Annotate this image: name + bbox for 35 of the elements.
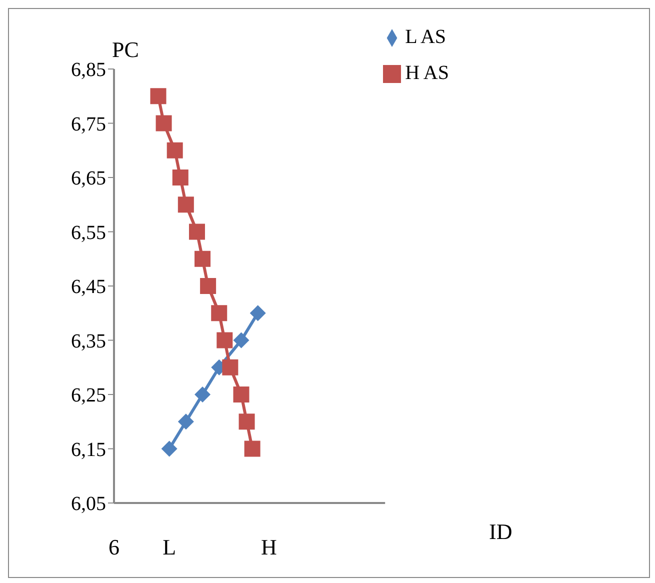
- x-tick-label: H: [260, 534, 277, 560]
- y-tick-label: 6,35: [71, 330, 106, 352]
- point: [194, 386, 211, 402]
- point: [156, 115, 172, 132]
- y-tick-label: 6,55: [71, 222, 106, 244]
- point: [233, 386, 250, 402]
- point: [244, 440, 260, 457]
- y-tick-label: 6,15: [71, 438, 106, 461]
- point: [233, 332, 250, 348]
- point: [222, 359, 238, 376]
- point: [166, 142, 183, 158]
- y-tick-label: 6,05: [71, 493, 106, 516]
- point: [211, 305, 228, 322]
- y-tick-label: 6,45: [71, 276, 106, 298]
- y-tick-label: 6,25: [71, 384, 106, 407]
- point: [250, 305, 266, 322]
- legend-label: H AS: [405, 62, 449, 84]
- point: [178, 196, 194, 213]
- x-axis-title: ID: [489, 519, 512, 545]
- point: [194, 250, 211, 267]
- y-tick-label: 6,65: [71, 168, 106, 190]
- x-tick-label: 6: [108, 534, 120, 560]
- point: [238, 414, 255, 430]
- point: [216, 332, 233, 348]
- point: [200, 278, 216, 294]
- x-tick-label: L: [162, 534, 176, 560]
- point: [172, 170, 188, 186]
- point: [188, 224, 205, 240]
- y-axis-title: PC: [112, 37, 139, 63]
- point: [161, 440, 178, 457]
- legend-label: L AS: [405, 26, 446, 48]
- y-tick-label: 6,75: [71, 113, 106, 136]
- point: [150, 88, 166, 104]
- point: [178, 414, 194, 430]
- y-tick-label: 6,85: [71, 59, 106, 82]
